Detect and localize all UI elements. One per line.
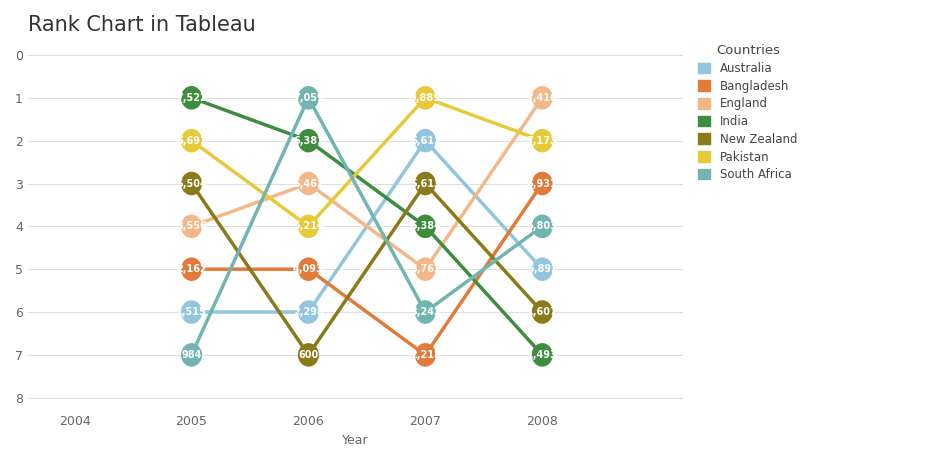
Text: 6,931: 6,931: [527, 178, 558, 188]
Text: 2,162: 2,162: [177, 264, 207, 274]
Ellipse shape: [531, 257, 553, 281]
Ellipse shape: [181, 129, 202, 152]
Ellipse shape: [414, 343, 436, 367]
Ellipse shape: [414, 172, 436, 195]
X-axis label: Year: Year: [342, 434, 368, 447]
Text: 1,607: 1,607: [527, 307, 558, 317]
Ellipse shape: [298, 86, 319, 109]
Ellipse shape: [414, 300, 436, 324]
Text: 5,504: 5,504: [177, 178, 207, 188]
Text: 4,093: 4,093: [293, 264, 324, 274]
Ellipse shape: [298, 300, 319, 324]
Text: 6,691: 6,691: [177, 136, 207, 146]
Ellipse shape: [531, 300, 553, 324]
Ellipse shape: [531, 129, 553, 152]
Text: 6,381: 6,381: [293, 136, 324, 146]
Text: 9,889: 9,889: [410, 93, 441, 103]
Text: 7,059: 7,059: [293, 93, 324, 103]
Text: 5,384: 5,384: [410, 221, 441, 231]
Ellipse shape: [531, 86, 553, 109]
Text: 6,611: 6,611: [410, 136, 441, 146]
Ellipse shape: [298, 214, 319, 238]
Ellipse shape: [181, 257, 202, 281]
Text: 1,515: 1,515: [177, 307, 207, 317]
Text: 3,762: 3,762: [410, 264, 441, 274]
Text: 5,613: 5,613: [410, 178, 441, 188]
Ellipse shape: [414, 86, 436, 109]
Ellipse shape: [298, 343, 319, 367]
Text: 2,298: 2,298: [293, 307, 324, 317]
Text: 3,556: 3,556: [177, 221, 207, 231]
Ellipse shape: [298, 172, 319, 195]
Ellipse shape: [181, 172, 202, 195]
Ellipse shape: [531, 172, 553, 195]
Text: 7,522: 7,522: [177, 93, 207, 103]
Text: 2,218: 2,218: [410, 350, 441, 360]
Text: 3,242: 3,242: [410, 307, 441, 317]
Ellipse shape: [531, 343, 553, 367]
Ellipse shape: [531, 214, 553, 238]
Ellipse shape: [414, 129, 436, 152]
Text: 984: 984: [181, 350, 202, 360]
Text: 5,462: 5,462: [293, 178, 324, 188]
Text: 600: 600: [298, 350, 318, 360]
Ellipse shape: [298, 257, 319, 281]
Ellipse shape: [298, 129, 319, 152]
Ellipse shape: [181, 343, 202, 367]
Ellipse shape: [181, 214, 202, 238]
Text: 6,803: 6,803: [527, 221, 558, 231]
Text: 5,892: 5,892: [527, 264, 558, 274]
Ellipse shape: [414, 214, 436, 238]
Text: 7,173: 7,173: [527, 136, 558, 146]
Ellipse shape: [181, 86, 202, 109]
Text: Rank Chart in Tableau: Rank Chart in Tableau: [28, 15, 256, 35]
Text: 7,416: 7,416: [527, 93, 558, 103]
Text: 1,493: 1,493: [527, 350, 558, 360]
Legend: Australia, Bangladesh, England, India, New Zealand, Pakistan, South Africa: Australia, Bangladesh, England, India, N…: [695, 41, 801, 185]
Ellipse shape: [414, 257, 436, 281]
Text: 5,214: 5,214: [293, 221, 324, 231]
Ellipse shape: [181, 300, 202, 324]
